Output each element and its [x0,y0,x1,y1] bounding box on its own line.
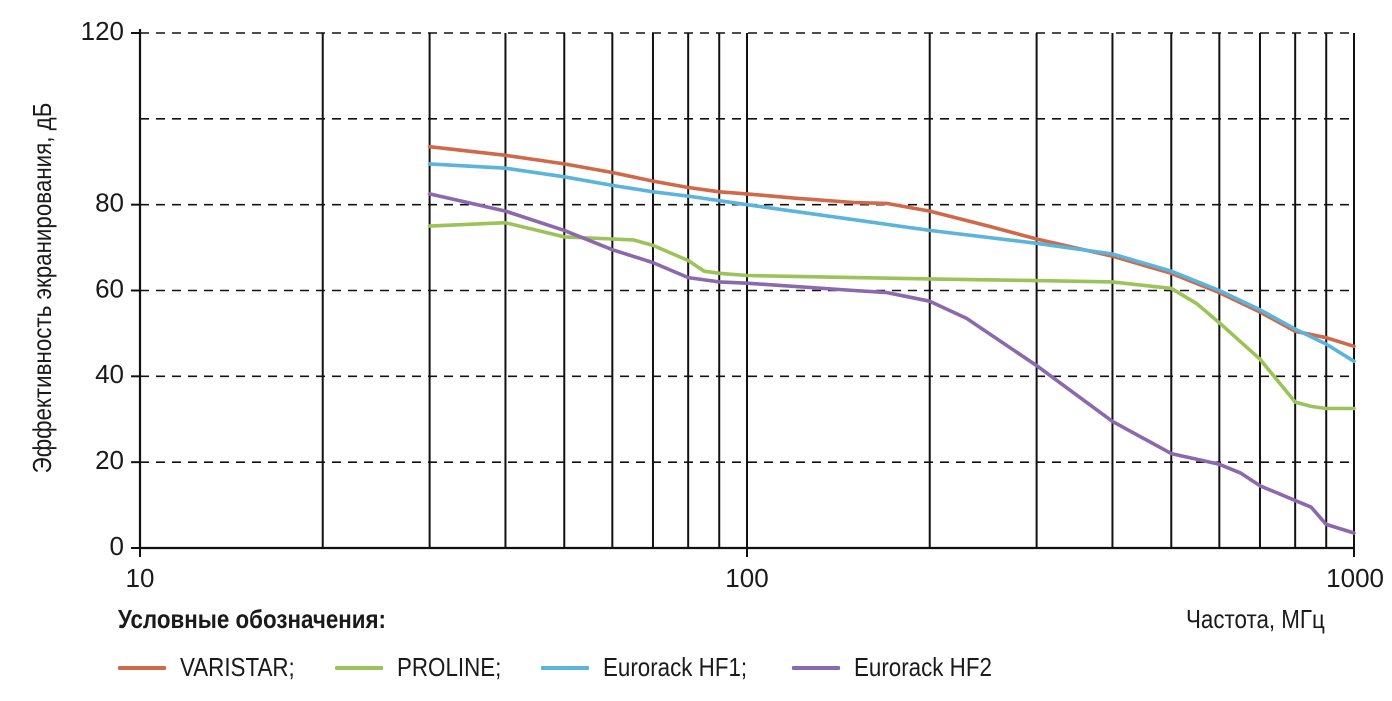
series-line-1 [427,220,1356,411]
y-tick-label-60: 60 [95,273,124,303]
x-tick-label-10: 10 [126,563,155,593]
legend-swatch-proline [335,665,384,670]
legend-label-proline: PROLINE; [397,652,502,682]
legend: VARISTAR; PROLINE; Eurorack HF1; Eurorac… [118,652,1037,683]
x-tick-label-1000: 1000 [1326,563,1384,593]
y-tick-label-80: 80 [95,188,124,218]
legend-item-eurorack-hf2: Eurorack HF2 [792,652,1014,683]
tick-labels: 0 20 40 60 80 120 10 100 1000 [81,16,1384,593]
legend-item-varistar: VARISTAR; [118,652,313,683]
x-axis-title: Частота, МГц [1186,604,1325,634]
legend-item-proline: PROLINE; [335,652,518,683]
series-line-0 [427,144,1356,349]
legend-label-varistar: VARISTAR; [180,652,295,682]
axes [131,29,1355,557]
series-lines [427,144,1356,535]
series-line-3 [427,192,1356,535]
legend-title: Условные обозначения: [118,604,386,634]
x-tick-label-100: 100 [725,563,768,593]
legend-swatch-eurorack-hf2 [792,665,841,670]
legend-item-eurorack-hf1: Eurorack HF1; [540,652,771,683]
legend-label-eurorack-hf2: Eurorack HF2 [854,652,993,682]
y-tick-label-40: 40 [95,359,124,389]
legend-label-eurorack-hf1: Eurorack HF1; [602,652,747,682]
y-tick-label-20: 20 [95,445,124,475]
y-axis-title: Эффективность экранирования, дБ [28,103,57,474]
series-line-2 [427,162,1356,364]
y-tick-label-120: 120 [81,16,124,46]
legend-swatch-varistar [118,665,166,670]
legend-swatch-eurorack-hf1 [540,665,589,670]
y-tick-label-0: 0 [110,531,124,561]
